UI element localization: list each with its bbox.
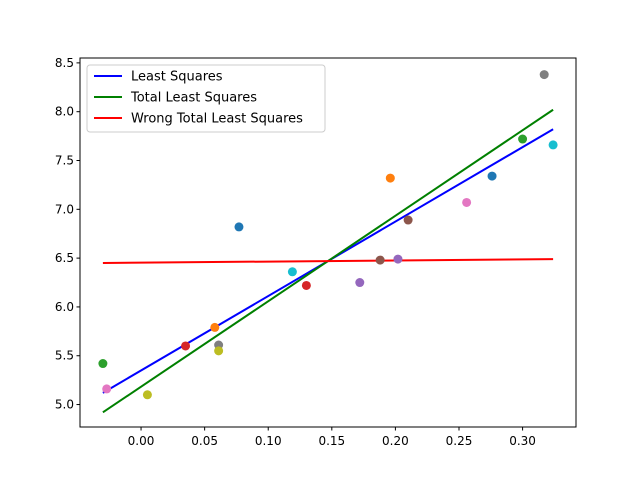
y-axis: 5.0 5.5 6.0 6.5 7.0 7.5 8.0 8.5 xyxy=(55,56,80,412)
points-layer xyxy=(98,70,558,400)
y-tick-label: 6.0 xyxy=(55,300,74,314)
data-point xyxy=(403,215,413,225)
legend-label: Wrong Total Least Squares xyxy=(131,112,303,127)
y-tick-label: 8.5 xyxy=(55,56,74,70)
x-tick-label: 0.10 xyxy=(255,434,282,448)
data-point xyxy=(355,278,365,288)
x-tick-label: 0.15 xyxy=(318,434,345,448)
data-point xyxy=(301,280,311,290)
x-tick-label: 0.20 xyxy=(382,434,409,448)
data-point xyxy=(234,222,244,232)
legend-label: Total Least Squares xyxy=(130,91,257,106)
x-tick-label: 0.25 xyxy=(446,434,473,448)
x-tick-label: 0.30 xyxy=(509,434,536,448)
y-tick-label: 6.5 xyxy=(55,251,74,265)
data-point xyxy=(539,70,549,80)
data-point xyxy=(385,173,395,183)
data-point xyxy=(487,171,497,181)
data-point xyxy=(548,140,558,150)
data-point xyxy=(518,134,528,144)
series-layer xyxy=(102,108,554,414)
data-point xyxy=(98,359,108,369)
series-line-3 xyxy=(102,258,554,264)
data-point xyxy=(462,197,472,207)
data-point xyxy=(181,341,191,351)
legend-label: Least Squares xyxy=(131,70,223,85)
data-point xyxy=(214,346,224,356)
data-point xyxy=(393,254,403,264)
data-point xyxy=(210,322,220,332)
x-tick-label: 0.05 xyxy=(191,434,218,448)
x-axis: 0.00 0.05 0.10 0.15 0.20 0.25 0.30 xyxy=(128,427,536,448)
data-point xyxy=(375,255,385,265)
legend-frame xyxy=(86,64,326,133)
y-tick-label: 5.0 xyxy=(55,398,74,412)
x-tick-label: 0.00 xyxy=(128,434,155,448)
data-point xyxy=(142,390,152,400)
data-point xyxy=(102,384,112,394)
y-tick-label: 5.5 xyxy=(55,349,74,363)
data-point xyxy=(287,267,297,277)
y-tick-label: 7.5 xyxy=(55,154,74,168)
legend: Least Squares Total Least Squares Wrong To… xyxy=(86,64,326,133)
plot-frame xyxy=(79,57,577,428)
y-tick-label: 7.0 xyxy=(55,202,74,216)
y-tick-label: 8.0 xyxy=(55,105,74,119)
